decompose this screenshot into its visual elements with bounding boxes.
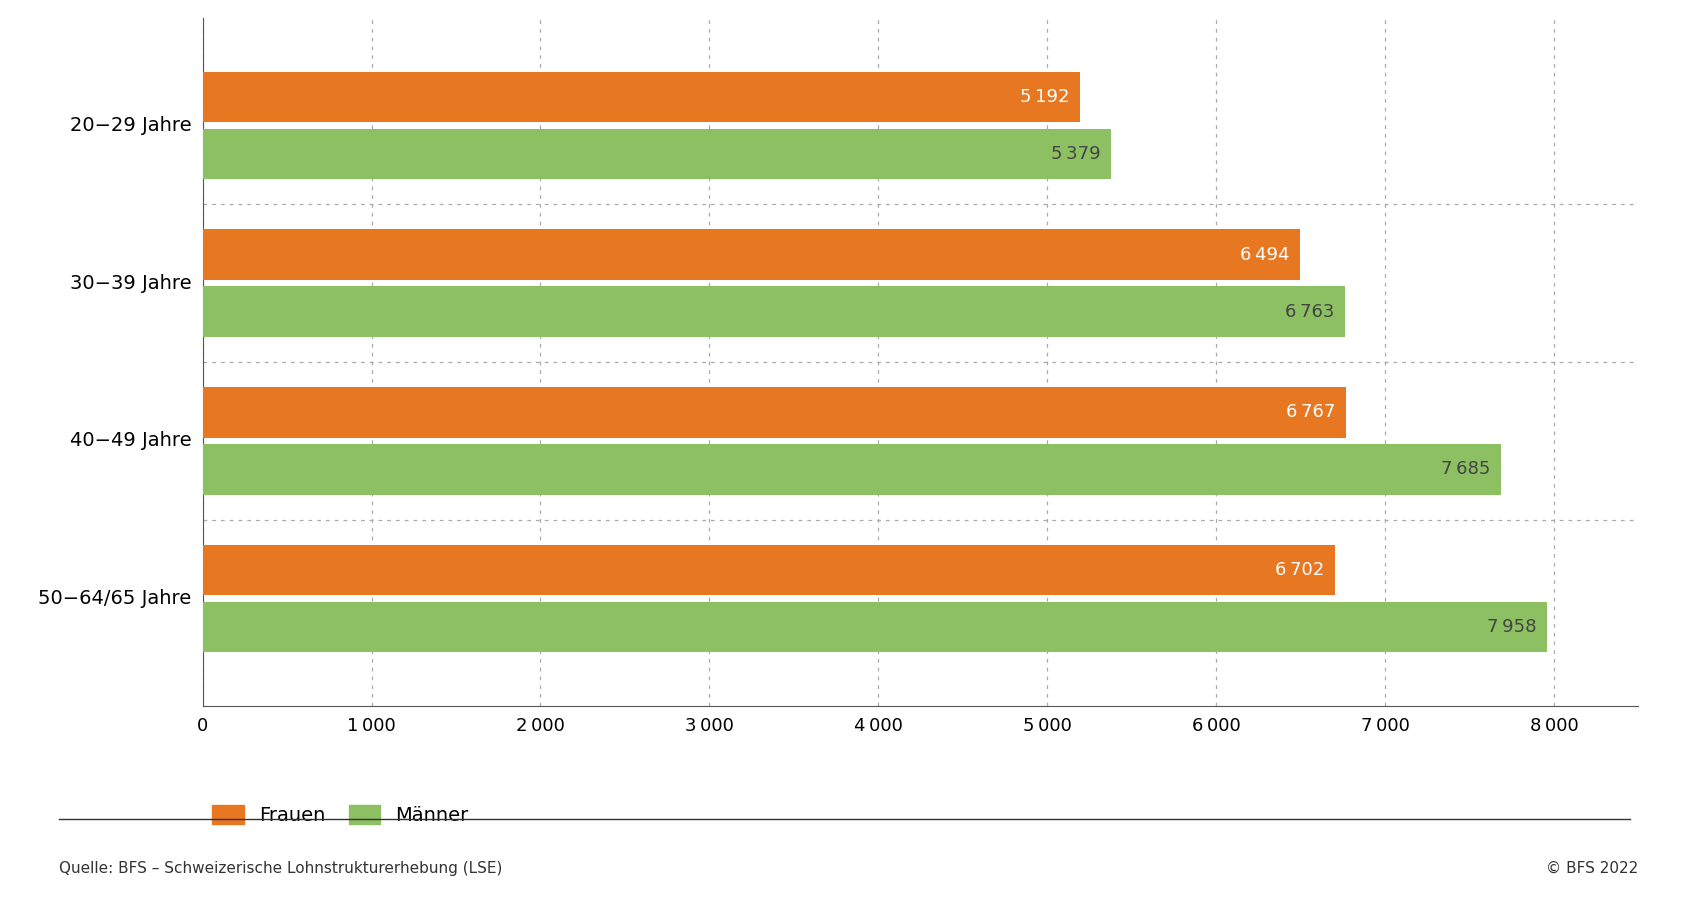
Legend: Frauen, Männer: Frauen, Männer (213, 805, 468, 825)
Text: 6 494: 6 494 (1240, 246, 1289, 263)
Bar (203, 387, 1346, 438)
Text: 5 379: 5 379 (1052, 145, 1101, 163)
Bar (203, 602, 1547, 653)
Text: 6 763: 6 763 (1285, 302, 1334, 320)
Text: 7 685: 7 685 (1441, 461, 1490, 478)
Text: 6 767: 6 767 (1285, 404, 1336, 422)
Text: 6 702: 6 702 (1275, 561, 1324, 579)
Bar (203, 444, 1500, 494)
Text: © BFS 2022: © BFS 2022 (1545, 861, 1638, 876)
Bar (203, 286, 1344, 337)
Bar (203, 230, 1299, 280)
Bar (203, 545, 1334, 595)
Text: Quelle: BFS – Schweizerische Lohnstrukturerhebung (LSE): Quelle: BFS – Schweizerische Lohnstruktu… (59, 861, 503, 876)
Bar (203, 71, 1079, 122)
Text: 5 192: 5 192 (1020, 88, 1069, 106)
Text: 7 958: 7 958 (1486, 618, 1537, 636)
Bar (203, 129, 1111, 179)
